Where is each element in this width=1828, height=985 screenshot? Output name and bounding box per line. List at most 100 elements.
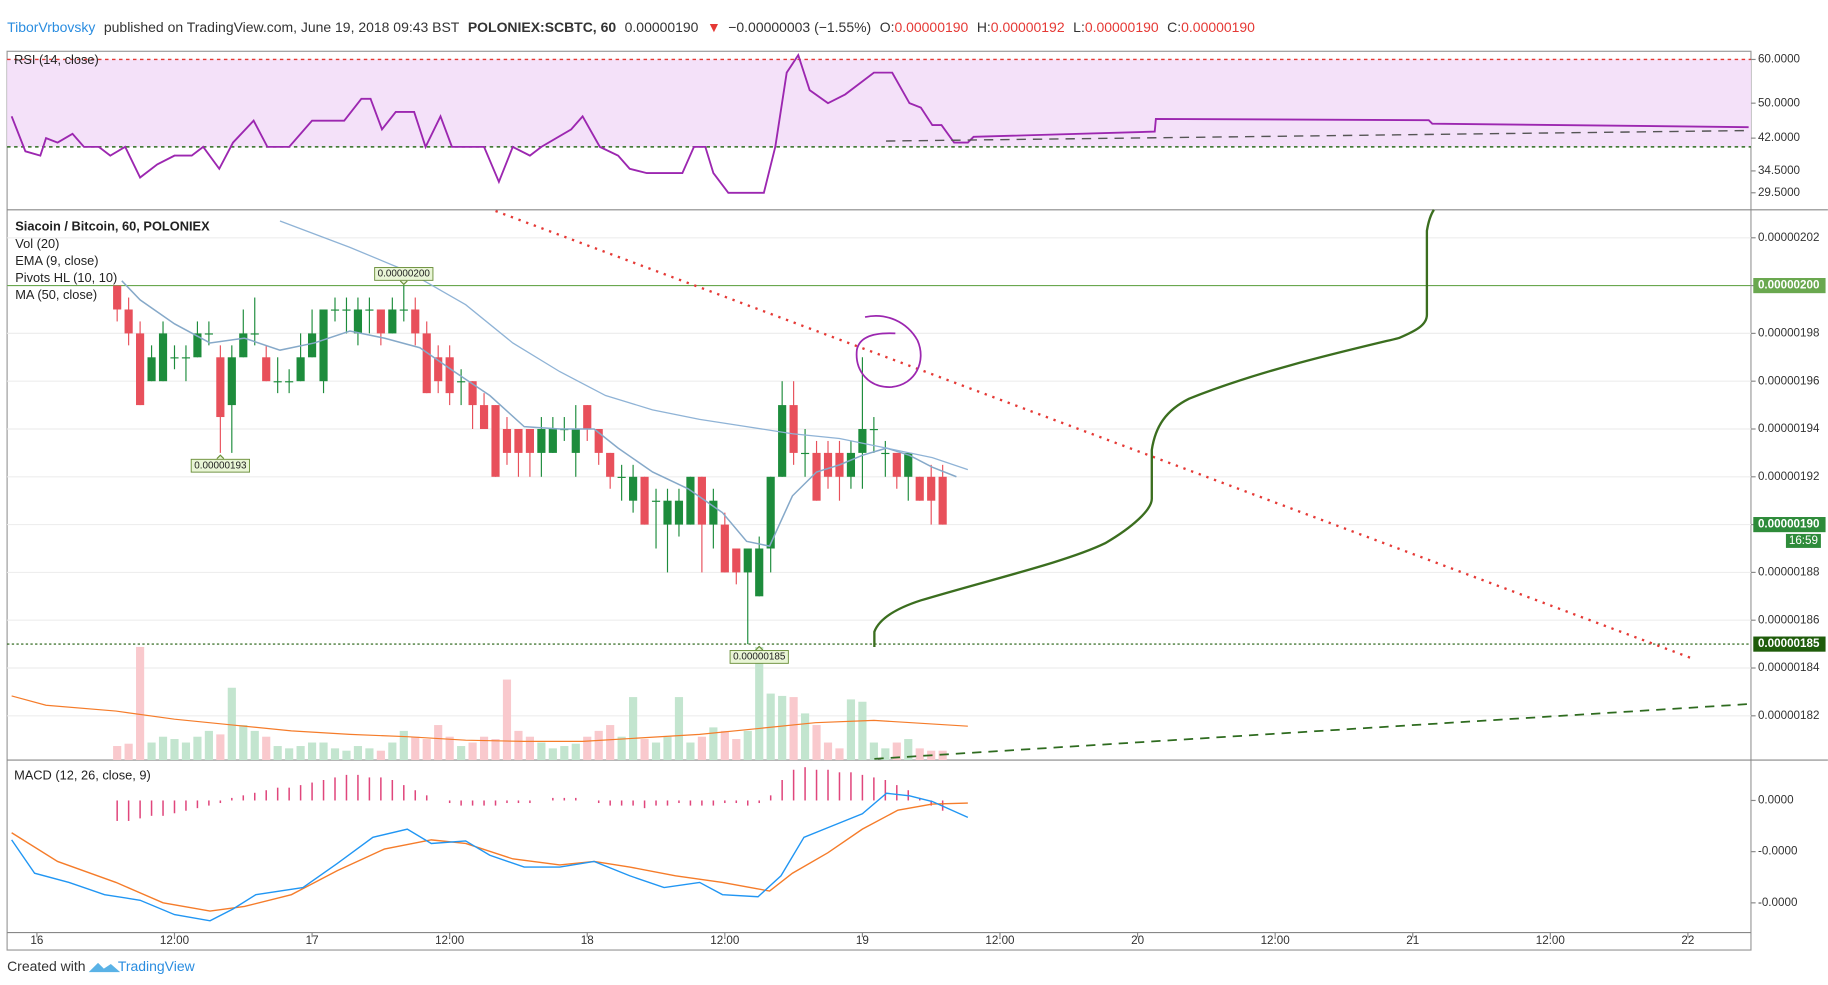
circle-drawing[interactable] <box>855 315 922 388</box>
candle-body <box>629 476 638 501</box>
candle-body <box>170 357 179 359</box>
candle-body <box>193 333 202 358</box>
author[interactable]: TiborVrbovsky <box>7 19 95 35</box>
candle-body <box>812 452 821 501</box>
volume-bar <box>812 725 821 761</box>
candle-body <box>502 428 512 453</box>
published: published on TradingView.com, June 19, 2… <box>104 19 460 35</box>
volume-bar <box>468 742 477 761</box>
volume-bar <box>136 646 145 761</box>
candle-body <box>330 309 340 311</box>
ema-line <box>121 280 957 547</box>
y-tick-label: 60.0000 <box>1758 53 1801 66</box>
candle-body <box>296 357 305 382</box>
volume-bar <box>388 742 397 761</box>
trend-line[interactable] <box>886 129 1749 142</box>
volume-bar <box>285 748 294 761</box>
candle-body <box>239 333 248 358</box>
x-tick-label: 12:00 <box>985 934 1015 947</box>
volume-bar <box>846 699 856 761</box>
ohlc-value: 0.00000190 <box>894 19 968 35</box>
volume-bar <box>778 695 787 761</box>
volume-bar <box>892 742 901 761</box>
pivot-box <box>190 458 250 473</box>
candle-body <box>136 333 145 406</box>
countdown: 16:59 <box>1789 534 1818 547</box>
x-tick-label: 12:00 <box>160 934 190 947</box>
x-tick-label: 12:00 <box>1261 934 1291 947</box>
candle-body <box>594 428 603 453</box>
volume-bar <box>262 736 271 761</box>
volume-bar <box>686 742 695 761</box>
y-tick-label: 0.00000188 <box>1758 565 1820 578</box>
candle-body <box>273 381 282 383</box>
candle-body <box>376 309 385 334</box>
trend-line[interactable] <box>495 209 1694 660</box>
volume-bar <box>663 736 672 761</box>
candle-body <box>881 452 890 455</box>
x-tick-label: 22 <box>1681 934 1694 947</box>
price-legend: EMA (9, close) <box>15 253 98 268</box>
volume-bar <box>548 748 557 761</box>
y-tick-label: 0.00000186 <box>1758 613 1820 626</box>
candle-body <box>468 381 477 406</box>
candle-body <box>606 452 615 477</box>
volume-bar <box>606 725 615 761</box>
volume-bar <box>514 730 523 761</box>
candle-body <box>204 333 213 335</box>
volume-bar <box>342 750 351 761</box>
candle-body <box>548 428 557 453</box>
x-tick-label: 18 <box>581 934 594 947</box>
volume-bar <box>537 742 546 761</box>
volume-bar <box>594 730 603 761</box>
price-tag-label: 0.00000185 <box>1758 637 1820 650</box>
volume-bar <box>720 730 729 761</box>
volume-bar <box>800 713 810 761</box>
volume-bar <box>330 748 340 761</box>
volume-bar <box>181 742 191 761</box>
candle-body <box>904 452 913 477</box>
volume-bar <box>227 687 236 761</box>
candle-body <box>411 309 420 334</box>
candle-body <box>697 476 706 525</box>
candle-body <box>514 428 523 453</box>
candle-body <box>651 500 661 502</box>
curve-drawing[interactable] <box>873 209 1435 647</box>
volume-bar <box>319 742 328 761</box>
volume-bar <box>296 746 305 761</box>
volume-bar <box>502 679 512 761</box>
candle-body <box>457 381 466 383</box>
candle-body <box>365 309 374 311</box>
volume-bar <box>457 746 466 761</box>
footer-brand[interactable]: TradingView <box>118 958 196 974</box>
price-tag-label: 0.00000200 <box>1758 279 1820 292</box>
y-tick-label: 0.00000192 <box>1758 470 1820 483</box>
volume-bar <box>158 736 168 761</box>
macd-line <box>11 792 969 922</box>
candle-body <box>307 333 317 358</box>
rsi-legend: RSI (14, close) <box>14 52 99 67</box>
candle-body <box>778 405 787 477</box>
volume-bar <box>697 736 706 761</box>
volume-ma-line <box>11 695 968 742</box>
x-tick-label: 12:00 <box>435 934 465 947</box>
last-price-label: 0.00000190 <box>1758 518 1820 531</box>
candle-body <box>617 476 626 478</box>
candle-body <box>525 428 534 453</box>
candle-body <box>640 476 649 525</box>
pivot-marker <box>755 645 764 651</box>
volume-bar <box>674 697 684 761</box>
volume-bar <box>216 734 225 761</box>
pivot-label: 0.00000193 <box>194 460 247 471</box>
plot-frame <box>6 50 1752 951</box>
rsi-band-fill <box>7 59 1751 147</box>
volume-bar <box>743 730 752 761</box>
candle-body <box>571 428 580 453</box>
ohlc-label: C: <box>1167 19 1181 35</box>
candle-body <box>720 524 729 573</box>
candle-body <box>262 357 271 382</box>
candle-body <box>766 476 775 549</box>
y-tick-label: 0.0000 <box>1758 794 1794 807</box>
candle-body <box>227 357 236 406</box>
